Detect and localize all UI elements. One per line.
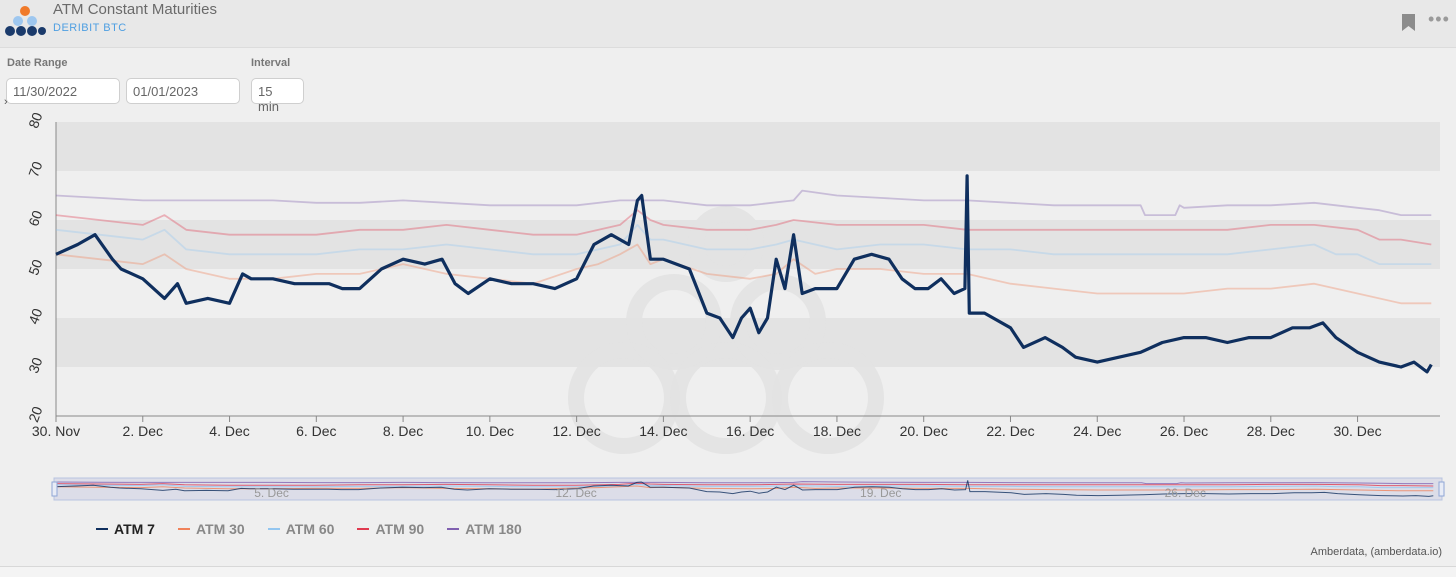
legend-item-atm60[interactable]: ATM 60 (267, 521, 335, 537)
series-line-atm60 (55, 224, 1432, 266)
series-line-atm180 (55, 189, 1432, 216)
chart-title: ATM Constant Maturities (53, 1, 217, 18)
chart-subtitle: DERIBIT BTC (53, 22, 127, 34)
more-options-icon[interactable]: ••• (1428, 9, 1450, 29)
legend-swatch (267, 528, 280, 530)
legend-label: ATM 7 (114, 521, 155, 537)
x-tick-label: 18. Dec (813, 423, 861, 439)
navigator-series (53, 480, 1434, 497)
x-tick-label: 2. Dec (123, 423, 163, 439)
y-tick-label: 80 (25, 110, 45, 130)
navigator-label: 5. Dec (254, 486, 289, 500)
date-to-input[interactable]: 01/01/2023 (126, 78, 240, 104)
navigator-label: 19. Dec (860, 486, 901, 500)
legend-item-atm180[interactable]: ATM 180 (447, 521, 522, 537)
legend-label: ATM 30 (195, 521, 245, 537)
legend-swatch (177, 528, 190, 530)
x-tick-label: 14. Dec (639, 423, 687, 439)
date-from-input[interactable]: 11/30/2022 (6, 78, 120, 104)
navigator-series (53, 482, 1434, 487)
navigator-series (53, 483, 1434, 489)
watermark-ring (772, 342, 884, 454)
x-tick-label: 30. Dec (1333, 423, 1381, 439)
x-tick-label: 16. Dec (726, 423, 774, 439)
legend-swatch (96, 528, 108, 530)
watermark-ring (626, 274, 722, 370)
y-tick-label: 70 (25, 159, 45, 179)
legend-label: ATM 60 (285, 521, 335, 537)
series-line-atm90 (55, 209, 1432, 246)
expand-arrow-icon[interactable]: › (4, 96, 8, 108)
x-tick-label: 10. Dec (466, 423, 514, 439)
x-tick-label: 8. Dec (383, 423, 423, 439)
atm-iv-chart: 20 30 40 50 60 70 80 30. Nov 2. Dec 4. Dec 6. Dec 8… (25, 110, 1445, 501)
x-tick-label: 22. Dec (986, 423, 1034, 439)
x-tick-label: 4. Dec (209, 423, 249, 439)
y-tick-label: 40 (25, 306, 45, 326)
grid-band (56, 122, 1440, 171)
x-tick-label: 26. Dec (1160, 423, 1208, 439)
series-line-atm7 (55, 174, 1433, 374)
x-tick-label: 6. Dec (296, 423, 336, 439)
navigator-series (53, 481, 1434, 485)
y-tick-label: 60 (25, 208, 45, 228)
legend: ATM 7 ATM 30 ATM 60 ATM 90 ATM 180 (96, 521, 545, 537)
x-tick-label: 12. Dec (553, 423, 601, 439)
legend-item-atm7[interactable]: ATM 7 (96, 521, 155, 537)
navigator-handle-left[interactable] (51, 481, 58, 497)
navigator-handle-right[interactable] (1438, 481, 1445, 497)
watermark-ring (688, 206, 764, 282)
bookmark-icon[interactable] (1402, 14, 1415, 31)
interval-label: Interval (251, 57, 291, 69)
footer-bar (0, 566, 1456, 577)
legend-swatch (447, 528, 460, 530)
x-tick-label: 30. Nov (32, 423, 80, 439)
legend-item-atm90[interactable]: ATM 90 (357, 521, 424, 537)
x-tick-label: 24. Dec (1073, 423, 1121, 439)
legend-item-atm30[interactable]: ATM 30 (177, 521, 245, 537)
date-range-label: Date Range (7, 57, 68, 69)
x-tick-label: 28. Dec (1247, 423, 1295, 439)
y-tick-label: 20 (25, 404, 45, 424)
chart-header: ATM Constant Maturities DERIBIT BTC ••• (0, 0, 1456, 48)
x-tick-label: 20. Dec (900, 423, 948, 439)
credit-text: Amberdata, (amberdata.io) (1310, 546, 1442, 558)
legend-swatch (357, 528, 370, 530)
interval-select[interactable]: 15 min (251, 78, 304, 114)
navigator-label: 12. Dec (555, 486, 596, 500)
y-tick-label: 50 (25, 257, 45, 277)
legend-label: ATM 90 (375, 521, 425, 537)
legend-label: ATM 180 (465, 521, 522, 537)
navigator-label: 26. Dec (1165, 486, 1206, 500)
amberdata-logo-icon (5, 6, 46, 36)
y-tick-label: 30 (25, 355, 45, 375)
